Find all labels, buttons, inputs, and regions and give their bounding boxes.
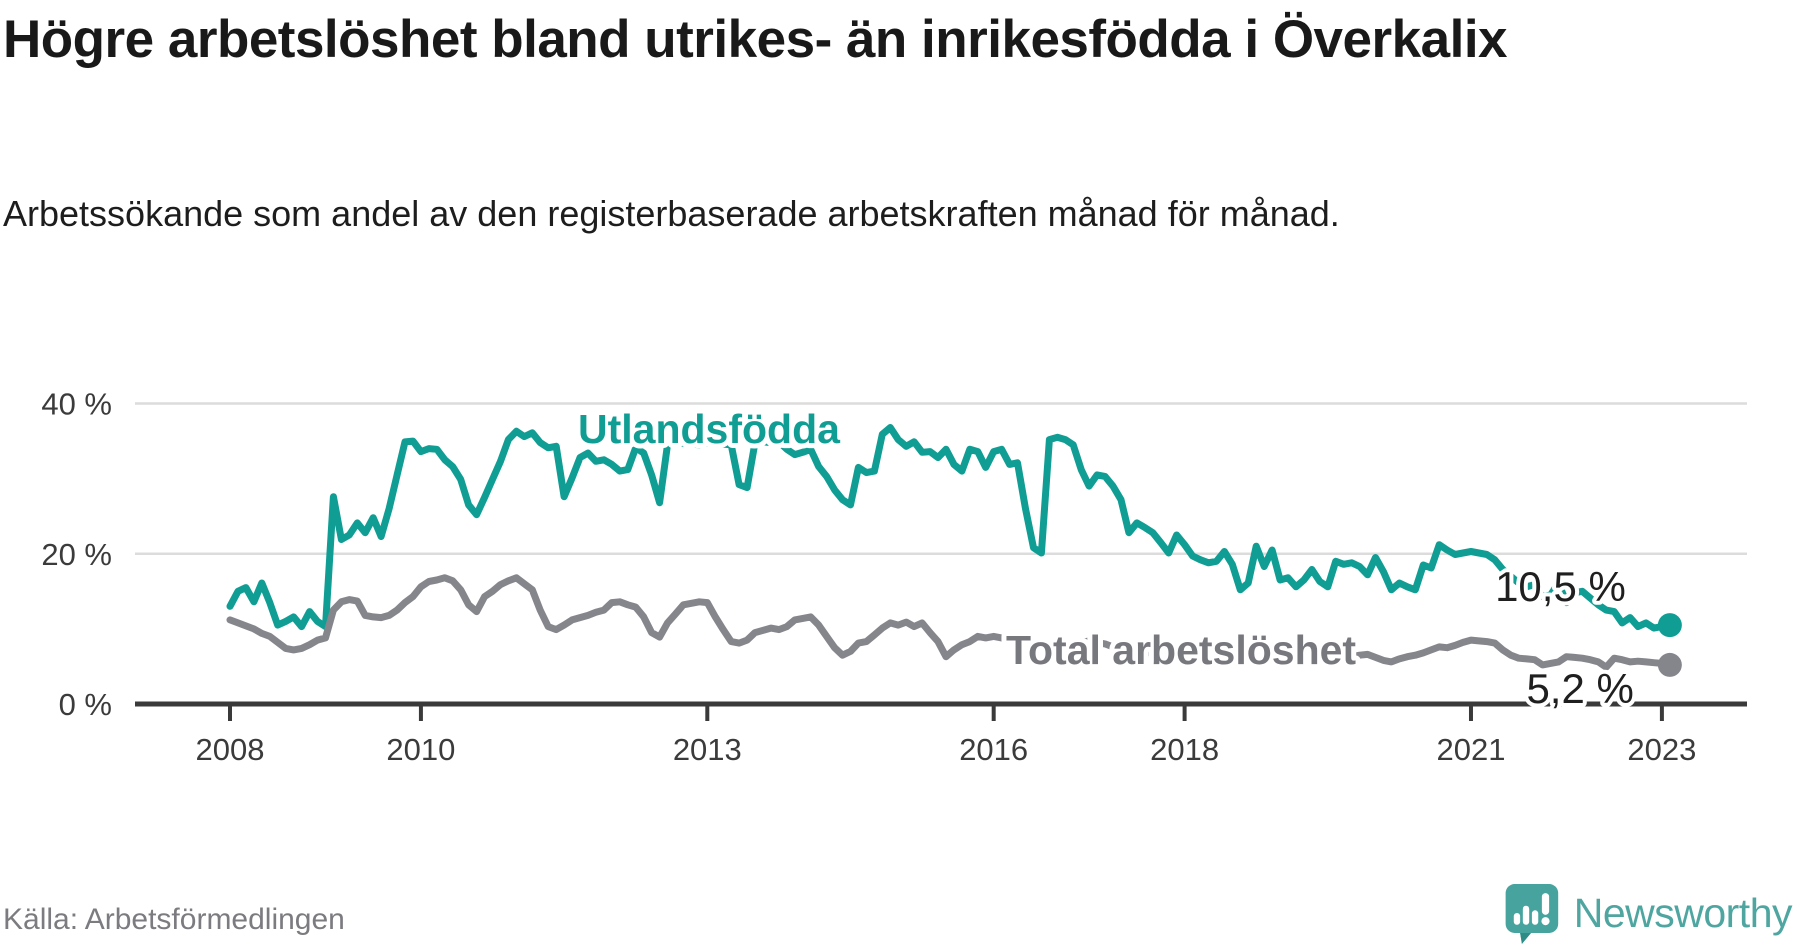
- logo-bar-2: [1522, 905, 1529, 925]
- end-value-label-utlandsfodda: 10,5 %: [1495, 563, 1626, 610]
- y-tick-label: 0 %: [59, 687, 112, 722]
- x-tick-label: 2013: [673, 732, 742, 767]
- x-tick-label: 2010: [386, 732, 455, 767]
- end-value-label-total: 5,2 %: [1526, 665, 1633, 712]
- unemployment-line-chart: 0 % 20 % 40 % 2008 2010 2013 2016 2018 2021 2023 U…: [41, 387, 1747, 767]
- page-subtitle: Arbetssökande som andel av den registerb…: [3, 193, 1340, 234]
- series-line-total: [226, 574, 1674, 671]
- brand-wordmark: Newsworthy: [1573, 889, 1793, 936]
- logo-bar-3: [1531, 910, 1538, 925]
- logo-exclamation-dot: [1541, 917, 1550, 926]
- x-tick-label: 2008: [196, 732, 265, 767]
- end-dot-utlandsfodda: [1657, 613, 1682, 638]
- page-title: Högre arbetslöshet bland utrikes- än inr…: [3, 10, 1508, 69]
- x-tick-label: 2016: [959, 732, 1028, 767]
- series-label-total: Total arbetslöshet: [1006, 627, 1356, 673]
- logo-exclamation: [1541, 893, 1549, 915]
- y-tick-label: 40 %: [41, 387, 112, 422]
- x-tick-label: 2021: [1436, 732, 1505, 767]
- series-line-utlandsfodda: [226, 424, 1674, 632]
- x-tick-label: 2018: [1150, 732, 1219, 767]
- y-tick-label: 20 %: [41, 537, 112, 572]
- series-label-utlandsfodda: Utlandsfödda: [578, 406, 841, 452]
- logo-bar-1: [1513, 913, 1520, 925]
- newsworthy-bubble-icon: [1505, 884, 1558, 944]
- x-tick-label: 2023: [1627, 732, 1696, 767]
- newsworthy-logo: Newsworthy: [1502, 882, 1793, 944]
- source-note: Källa: Arbetsförmedlingen: [3, 903, 345, 936]
- end-dot-total: [1657, 652, 1682, 677]
